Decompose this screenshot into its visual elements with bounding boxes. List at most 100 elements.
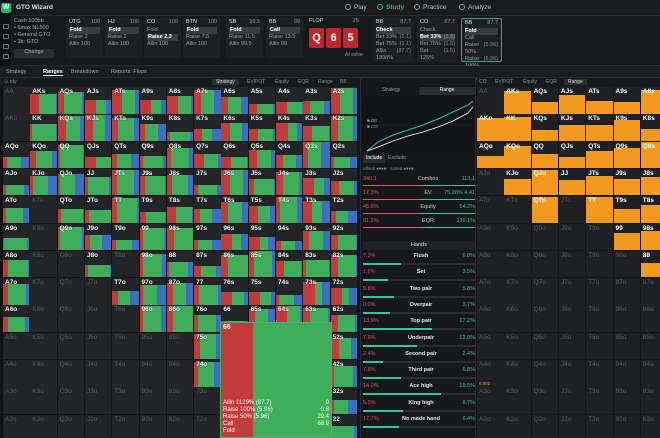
hand-cell[interactable]: 84o <box>166 360 194 387</box>
action-option[interactable]: Bet 33% (1.5) <box>420 34 455 41</box>
hand-cell[interactable]: J5o <box>84 332 112 360</box>
tab-reports-flops[interactable]: Reports: Flops <box>111 69 147 75</box>
hand-cell[interactable]: KQs <box>57 114 85 141</box>
position-bb[interactable]: BB 99 Call Raise 13.5 Allin 99 <box>266 18 303 58</box>
hand-cell[interactable]: 85o <box>166 332 194 360</box>
action-option[interactable]: Call <box>465 35 475 41</box>
hand-category-row[interactable]: 0.0% Overpair 3.7% <box>363 302 475 315</box>
range-cell[interactable]: K7o <box>504 278 531 305</box>
hand-cell[interactable]: 73o <box>194 387 221 414</box>
range-cell[interactable]: AA <box>477 87 504 114</box>
hand-cell[interactable]: J8o <box>84 250 112 278</box>
hand-cell[interactable]: QTo <box>57 196 85 223</box>
range-cell[interactable]: Q8o <box>531 250 559 278</box>
hand-cell[interactable]: 83s <box>303 250 330 278</box>
range-cell[interactable]: T2o <box>586 414 613 438</box>
hand-cell[interactable]: J6o <box>84 305 112 332</box>
flop-panel[interactable]: FLOP 25 Q 6 5 AI solve <box>309 18 371 62</box>
hand-cell[interactable]: Q7o <box>57 278 85 305</box>
subtab-ev-pot[interactable]: EV/POT <box>247 79 266 85</box>
hand-cell[interactable]: K7s <box>194 114 221 141</box>
hand-cell[interactable]: 75o <box>194 332 221 360</box>
action-option[interactable]: Allin 1998% (87.7) <box>376 48 411 61</box>
range-cell[interactable]: J9o <box>558 223 586 250</box>
hand-cell[interactable]: KTs <box>112 114 139 141</box>
hand-cell[interactable]: 73s <box>303 278 330 305</box>
hand-cell[interactable]: K5s <box>248 114 276 141</box>
range-cell[interactable]: Q8s <box>640 141 660 169</box>
action-option[interactable]: Call <box>269 27 300 34</box>
action-option[interactable]: Fold <box>465 28 498 35</box>
exclude-tab[interactable]: Exclude <box>388 155 406 161</box>
action-option[interactable]: Raise 13.5 <box>269 34 296 40</box>
hand-cell[interactable]: T3s <box>303 196 330 223</box>
hand-cell[interactable]: AA <box>3 87 30 114</box>
hand-cell[interactable]: Q3s <box>303 141 330 169</box>
range-cell[interactable]: KQs <box>531 114 559 141</box>
hand-cell[interactable]: 96o <box>139 305 166 332</box>
hand-cell[interactable]: T3o <box>112 387 139 414</box>
filter-icon[interactable] <box>3 54 9 59</box>
action-option[interactable]: Check <box>376 27 411 34</box>
range-cell[interactable]: T6o <box>586 305 613 332</box>
hand-cell[interactable]: K9o <box>30 223 57 250</box>
hand-cell[interactable]: 42s <box>330 360 358 387</box>
hand-cell[interactable]: JJ <box>84 168 112 196</box>
settings-icon[interactable] <box>3 44 9 49</box>
hand-cell[interactable]: 96s <box>221 223 248 250</box>
hand-cell[interactable]: K2o <box>30 414 57 438</box>
hands-header[interactable]: Hands <box>363 241 475 250</box>
hand-category-row[interactable]: 5.8% Two pair 5.8% <box>363 286 475 299</box>
action-option[interactable]: Bet 75% (1.1) <box>376 41 411 47</box>
hand-cell[interactable]: J5s <box>248 168 276 196</box>
hand-cell[interactable]: K6s <box>221 114 248 141</box>
range-cell[interactable]: ATs <box>586 87 613 114</box>
hand-cell[interactable]: QQ <box>57 141 85 169</box>
cash-icon[interactable] <box>3 24 9 29</box>
range-cell[interactable]: A8s <box>640 87 660 114</box>
range-cell[interactable]: KQo <box>504 141 531 169</box>
hand-cell[interactable]: J8s <box>166 168 194 196</box>
range-cell[interactable]: Q4o <box>531 360 559 387</box>
hand-category-row[interactable]: 14.0% Ace high 19.5% <box>363 383 475 396</box>
range-cell[interactable]: T4o <box>586 360 613 387</box>
range-cell[interactable]: A9o <box>477 223 504 250</box>
hand-cell[interactable]: J7o <box>84 278 112 305</box>
hand-cell[interactable]: A4o <box>3 360 30 387</box>
hand-cell[interactable]: 99 <box>139 223 166 250</box>
hand-cell[interactable]: 87o <box>166 278 194 305</box>
action-option[interactable]: Raise 2 <box>108 34 127 40</box>
hand-cell[interactable]: KK <box>30 114 57 141</box>
hand-cell[interactable]: 87s <box>194 250 221 278</box>
hand-cell[interactable]: T5o <box>112 332 139 360</box>
hand-cell[interactable]: 52s <box>330 332 358 360</box>
range-cell[interactable]: Q7o <box>531 278 559 305</box>
subtab-strategy[interactable]: Strategy <box>212 79 239 85</box>
hand-cell[interactable]: Q6s <box>221 141 248 169</box>
hand-cell[interactable]: 95s <box>248 223 276 250</box>
hand-cell[interactable]: A7o <box>3 278 30 305</box>
range-cell[interactable]: KJo <box>504 168 531 196</box>
range-cell[interactable]: Q6o <box>531 305 559 332</box>
range-cell[interactable]: T5o <box>586 332 613 360</box>
hand-cell[interactable]: 92o <box>139 414 166 438</box>
hand-cell[interactable]: A2s <box>330 87 358 114</box>
hand-cell[interactable]: J2o <box>84 414 112 438</box>
range-grid[interactable]: AA AKs AQs AJs ATs A9s A8s AKo KK KQs KJs KTs K9s K8s… <box>477 87 660 438</box>
range-cell[interactable]: K3o <box>504 387 531 414</box>
hand-cell[interactable]: Q9o <box>57 223 85 250</box>
hand-cell[interactable]: Q8s <box>166 141 194 169</box>
hand-cell[interactable]: J4s <box>276 168 303 196</box>
action-option[interactable]: Raise 2.3 <box>147 34 178 41</box>
hand-cell[interactable]: AQs <box>57 87 85 114</box>
hand-cell[interactable]: 85s <box>248 250 276 278</box>
nav-play[interactable]: Play <box>345 4 367 11</box>
range-cell[interactable]: J8o <box>558 250 586 278</box>
hand-cell[interactable]: 98o <box>139 250 166 278</box>
hand-cell[interactable]: 72o <box>194 414 221 438</box>
action-option[interactable]: Raise 50% (5.96) <box>465 42 498 55</box>
hand-cell[interactable]: 72s <box>330 278 358 305</box>
right-subtab-range[interactable]: Range <box>564 79 587 85</box>
range-cell[interactable]: 82o <box>640 414 660 438</box>
hand-cell[interactable]: A6s <box>221 87 248 114</box>
